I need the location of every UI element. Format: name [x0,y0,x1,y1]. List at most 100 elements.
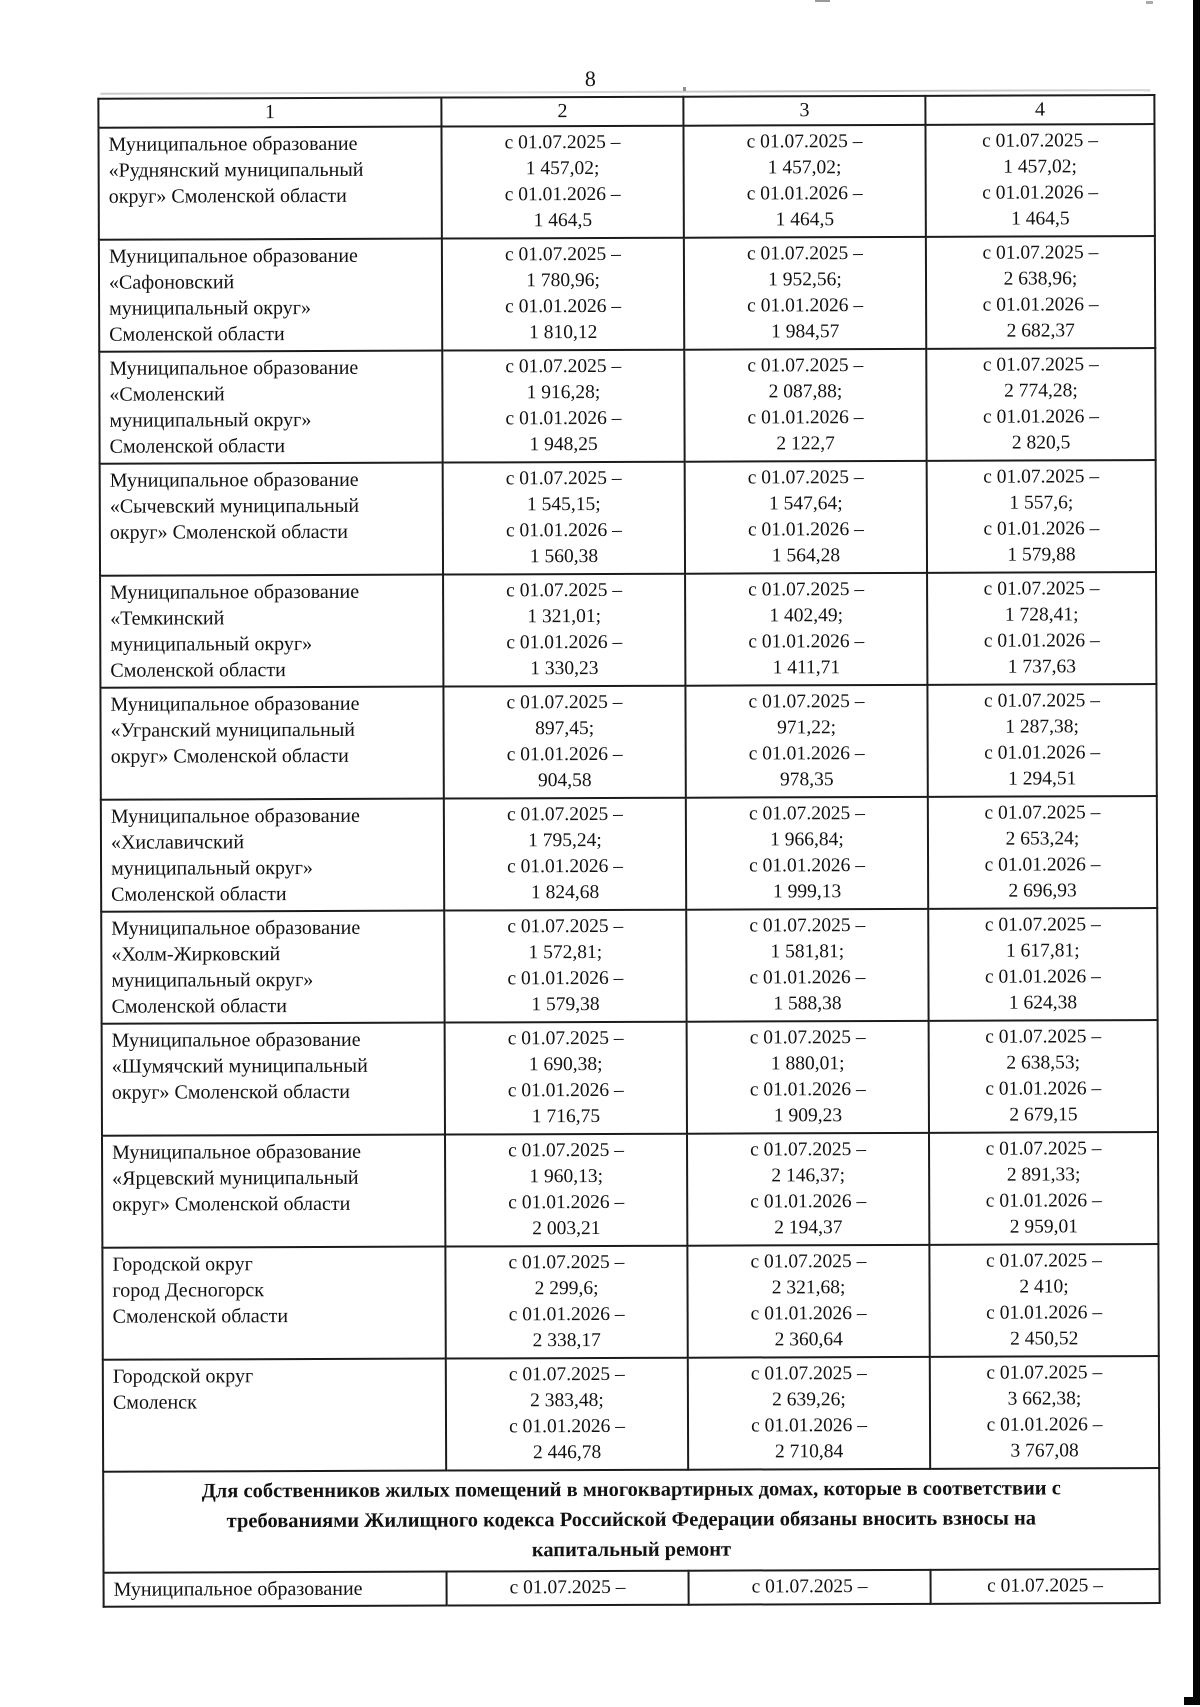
section-note-line: требованиями Жилищного кодекса Российско… [226,1507,1037,1533]
table-row: Муниципальное образование «Сафоновский мун… [98,236,1156,352]
tariff-line: 3 767,08 [1010,1440,1079,1462]
section-note-line: капитальный ремонт [531,1538,732,1562]
tariff-line: с 01.07.2025 – [508,1363,625,1386]
tariff-line: 1 716,75 [531,1106,601,1128]
tariff-cell: с 01.07.2025 – 1 457,02; с 01.01.2026 – 1 4… [683,124,926,238]
table-row: Муниципальное образование «Руднянский мун… [98,124,1155,240]
tariff-line: 1 966,84; [770,829,844,851]
tariff-line: с 01.01.2026 – [746,183,863,205]
municipality-name-line: муниципальный округ» [111,857,313,880]
tariff-line: 1 795,24; [528,829,602,852]
tariff-line: с 01.01.2026 – [747,519,864,541]
tariff-line: 2 122,7 [776,433,835,455]
tariff-line: 1 624,38 [1008,992,1078,1014]
tariff-line: 2 710,84 [774,1441,844,1463]
tariff-line: 1 330,23 [530,658,599,680]
tariff-line: с 01.07.2025 – [748,579,865,601]
tariff-cell: с 01.07.2025 – 2 383,48; с 01.01.2026 – 2 4… [445,1357,689,1471]
municipality-name-line: муниципальный округ» [111,969,314,992]
municipality-name-line: «Сафоновский [108,271,235,294]
scan-edge-band [1193,0,1200,1705]
tariff-line: с 01.07.2025 – [506,803,623,826]
tariff-line: с 01.07.2025 – [984,802,1101,824]
tariff-line: с 01.01.2026 – [747,295,864,317]
tariff-line: 1 728,41; [1004,604,1079,626]
table-row: Городской округ город Десногорск Смоленско… [102,1244,1159,1360]
column-header-1: 1 [98,97,442,128]
municipality-name-line: округ» Смоленской области [108,184,347,208]
tariff-line: с 01.01.2026 – [982,294,1099,316]
tariff-line: 1 547,64; [768,493,843,515]
column-header-2: 2 [441,96,684,127]
tariff-cell: с 01.07.2025 – 1 557,6; с 01.01.2026 – 1 57… [926,460,1157,573]
municipality-name-line: Смоленской области [111,883,287,906]
tariff-line: 2 682,37 [1006,320,1075,342]
tariff-cell: с 01.07.2025 – 1 952,56; с 01.01.2026 – 1 9… [683,236,927,350]
tariff-line: 1 999,13 [772,881,842,903]
tariff-cell: с 01.07.2025 – 1 581,81; с 01.01.2026 – 1 5… [686,908,929,1022]
municipality-name-line: Муниципальное образование [113,1577,363,1601]
tariff-line: 1 457,02; [525,157,600,180]
municipality-name-line: Муниципальное образование [110,580,360,604]
tariff-line: 2 774,28; [1004,380,1078,402]
tariff-line: с 01.01.2026 – [749,967,866,989]
municipality-name-line: Муниципальное образование [112,1140,362,1164]
tariff-line: 1 737,63 [1007,656,1077,678]
tariff-line: с 01.01.2026 – [982,182,1099,204]
tariff-line: с 01.07.2025 – [985,1250,1102,1272]
tariff-cell: с 01.07.2025 – 2 146,37; с 01.01.2026 – 2 1… [686,1132,930,1246]
municipality-name-line: Муниципальное образование [110,804,360,828]
municipality-name-line: Смоленской области [109,323,285,346]
tariff-line: с 01.07.2025 – [747,355,864,377]
municipality-name-cell: Муниципальное образование «Шумячский муни… [101,1022,445,1136]
tariff-line: 1 557,6; [1009,492,1074,514]
tariff-line: с 01.01.2026 – [504,183,621,206]
tariff-line: с 01.07.2025 – [749,1027,866,1049]
municipality-name-line: «Хиславичский [110,831,245,854]
tariff-line: с 01.07.2025 – [985,1026,1102,1048]
tariff-cell: с 01.07.2025 – 1 880,01; с 01.01.2026 – 1 9… [686,1020,929,1134]
tariff-line: с 01.07.2025 – [750,1363,867,1385]
tariff-line: 1 916,28; [526,381,601,404]
municipality-name-cell: Муниципальное образование «Хиславичский му… [100,798,445,912]
tariff-line: с 01.07.2025 – [982,242,1099,264]
tariff-line: 2 959,01 [1009,1216,1078,1238]
tariff-line: 1 588,38 [773,993,842,1015]
tariff-line: с 01.07.2025 – [508,1139,625,1162]
tariff-cell: с 01.07.2025 – 1 617,81; с 01.01.2026 – 1 6… [928,908,1158,1021]
table-row: Муниципальное образование «Шумячский муни… [101,1020,1158,1136]
tariff-line: 1 321,01; [527,605,602,628]
tariff-line: 1 952,56; [768,269,842,291]
tariff-line: с 01.01.2026 – [509,1415,626,1438]
municipality-name-line: Смоленск [112,1391,197,1414]
municipality-name-line: «Угранский муниципальный [110,718,355,742]
scan-speck [1146,1,1153,4]
tariff-cell: с 01.07.2025 – 1 728,41; с 01.01.2026 – 1 7… [927,572,1157,685]
municipality-name-line: округ» Смоленской области [109,520,349,544]
tariff-line: с 01.01.2026 – [983,518,1100,540]
tariff-line: с 01.07.2025 – [506,691,623,714]
tariff-cell: с 01.07.2025 – 1 795,24; с 01.01.2026 – 1 8… [443,797,687,911]
tariff-line: 1 287,38; [1005,716,1079,738]
municipality-name-line: Муниципальное образование [108,132,358,156]
tariff-line: 2 638,96; [1003,268,1078,290]
tariff-line: с 01.07.2025 – [504,243,621,266]
municipality-name-line: «Шумячский муниципальный [111,1054,368,1078]
municipality-name-line: Городской округ [112,1365,254,1388]
tariff-cell: с 01.07.2025 – 1 547,64; с 01.01.2026 – 1 5… [684,460,928,574]
tariff-line: 1 560,38 [529,546,599,568]
tariff-line: с 01.01.2026 – [506,631,623,654]
tariff-line: с 01.01.2026 – [749,1079,866,1101]
table-row: Муниципальное образование «Темкинский муни… [100,572,1157,688]
tariff-line: с 01.07.2025 – [983,578,1100,600]
section-note-cell: Для собственников жилых помещений в мног… [103,1468,1160,1573]
tariff-line: с 01.07.2025 – [750,1251,867,1273]
column-header-3: 3 [683,95,926,126]
tariff-line: с 01.01.2026 – [748,743,865,765]
tariff-line: 3 662,38; [1007,1388,1082,1410]
tariff-line: 1 411,71 [772,657,841,679]
tariff-line: 904,58 [537,770,592,792]
tariff-line: 1 464,5 [533,210,593,232]
tariff-line: 2 679,15 [1009,1104,1078,1126]
